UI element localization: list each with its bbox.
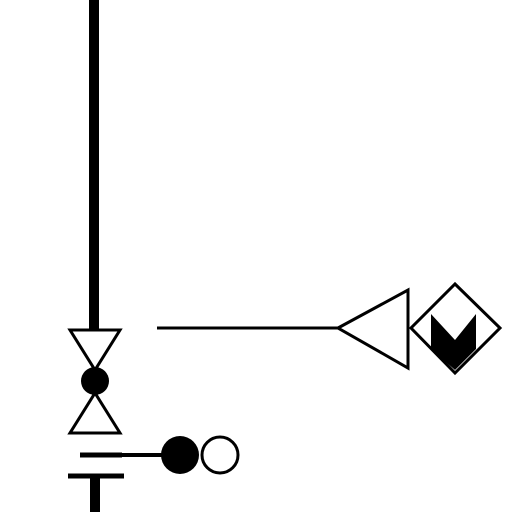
valve-icon	[67, 328, 123, 435]
indicator-notch-fill	[431, 314, 476, 370]
valve-lower-triangle	[67, 390, 123, 435]
probe-icon	[122, 435, 240, 475]
arrow-marker-icon	[334, 287, 410, 371]
plate-icon	[68, 452, 124, 512]
probe-open-circle	[200, 435, 240, 475]
valve-upper-triangle	[67, 328, 123, 373]
valve-body-circle	[81, 367, 109, 395]
indicator-diamond-icon	[408, 281, 503, 376]
probe-filled-circle	[161, 436, 199, 474]
